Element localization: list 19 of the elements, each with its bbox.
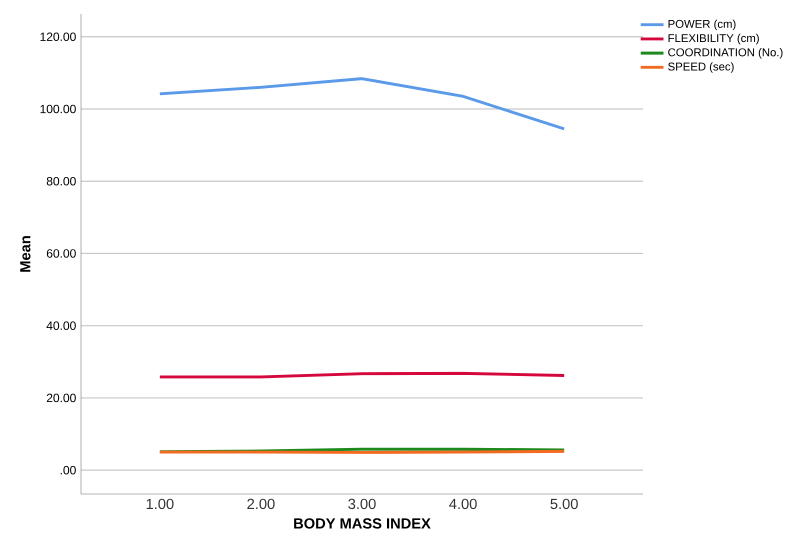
legend-label: COORDINATION (No.) — [668, 48, 783, 59]
y-tick-label: 60.00 — [46, 249, 76, 258]
y-tick-label: 80.00 — [46, 176, 76, 186]
y-tick-label: 120.00 — [40, 32, 76, 41]
y-tick-label: 100.00 — [40, 104, 76, 114]
y-axis-title: Mean — [20, 236, 30, 272]
x-tick-label: 4.00 — [449, 498, 477, 510]
legend-label: SPEED (sec) — [668, 62, 734, 73]
x-tick-label: 1.00 — [146, 498, 174, 510]
x-tick-label: 3.00 — [348, 498, 376, 510]
x-tick-label: 2.00 — [247, 498, 275, 510]
y-tick-label: .00 — [60, 466, 76, 474]
y-tick-label: 40.00 — [46, 321, 76, 330]
line-series — [158, 77, 566, 130]
legend-label: POWER (cm) — [668, 20, 736, 30]
x-axis-title: BODY MASS INDEX — [294, 518, 431, 529]
legend-label: FLEXIBILITY (cm) — [668, 34, 759, 44]
x-tick-label: 5.00 — [550, 498, 578, 510]
y-tick-label: 20.00 — [46, 394, 76, 402]
